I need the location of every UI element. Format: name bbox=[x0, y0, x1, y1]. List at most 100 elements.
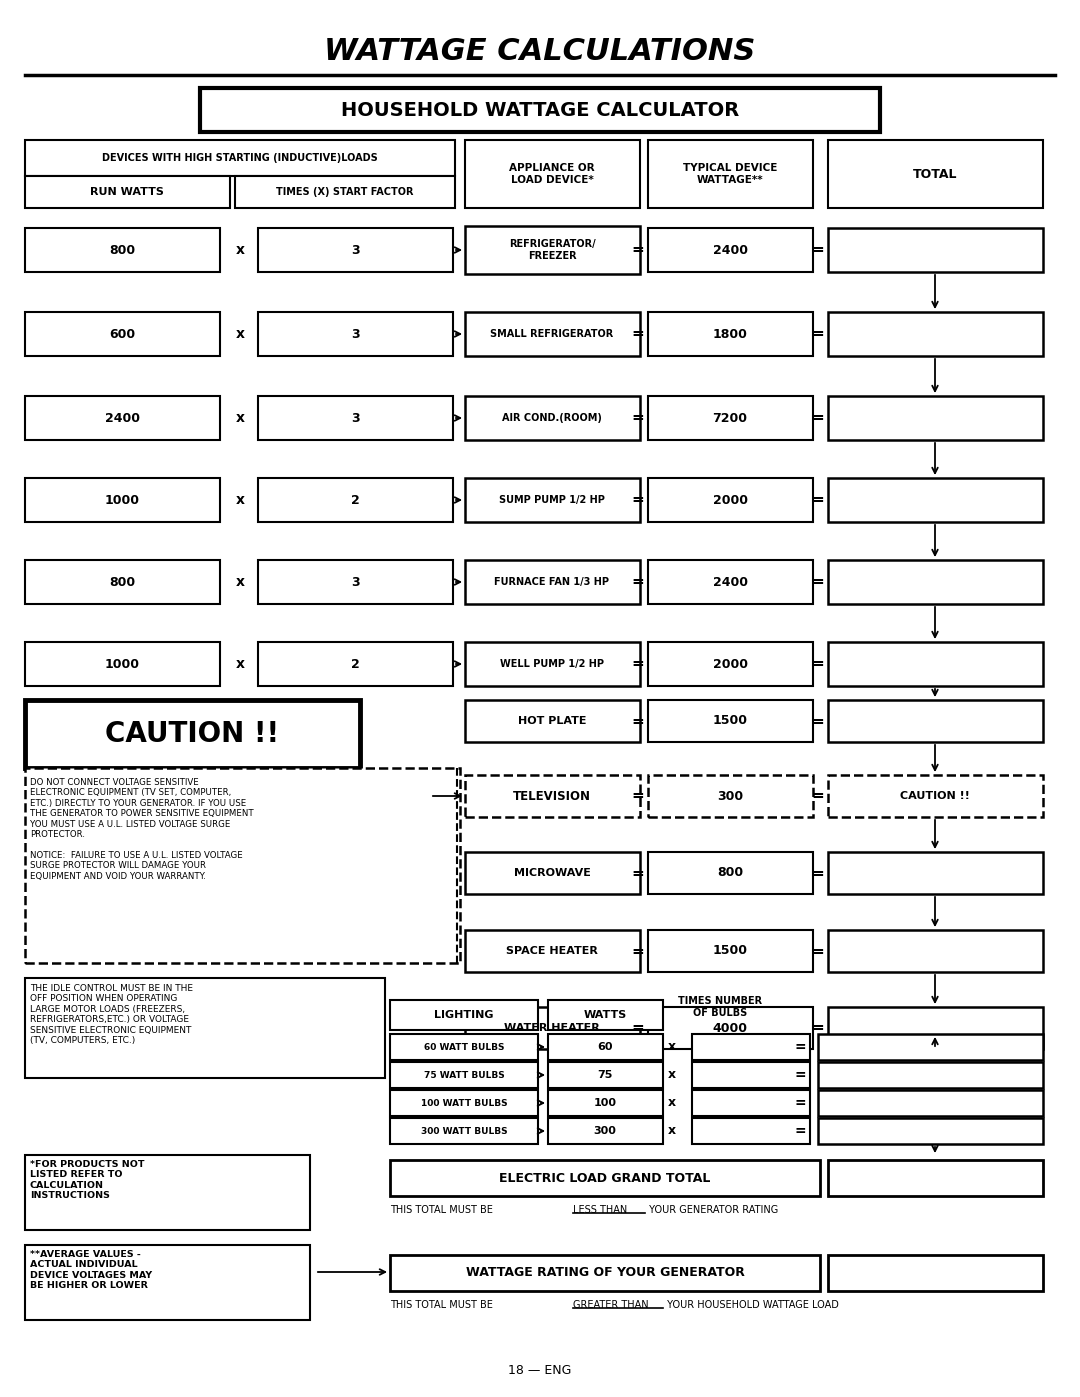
Text: 75 WATT BULBS: 75 WATT BULBS bbox=[423, 1070, 504, 1080]
FancyBboxPatch shape bbox=[258, 478, 453, 522]
Text: HOUSEHOLD WATTAGE CALCULATOR: HOUSEHOLD WATTAGE CALCULATOR bbox=[341, 101, 739, 120]
Text: 2000: 2000 bbox=[713, 658, 747, 671]
FancyBboxPatch shape bbox=[828, 775, 1043, 817]
FancyBboxPatch shape bbox=[465, 775, 640, 817]
Text: =: = bbox=[632, 943, 645, 958]
Text: TIMES (X) START FACTOR: TIMES (X) START FACTOR bbox=[276, 187, 414, 197]
Text: x: x bbox=[667, 1041, 676, 1053]
Text: 3: 3 bbox=[351, 412, 360, 425]
Text: x: x bbox=[235, 493, 244, 507]
Text: 300: 300 bbox=[717, 789, 743, 802]
FancyBboxPatch shape bbox=[828, 1160, 1043, 1196]
Text: THIS TOTAL MUST BE: THIS TOTAL MUST BE bbox=[390, 1301, 496, 1310]
Text: 3: 3 bbox=[351, 576, 360, 588]
FancyBboxPatch shape bbox=[465, 852, 640, 894]
FancyBboxPatch shape bbox=[258, 395, 453, 440]
FancyBboxPatch shape bbox=[828, 140, 1043, 208]
FancyBboxPatch shape bbox=[390, 1000, 538, 1030]
Text: 100 WATT BULBS: 100 WATT BULBS bbox=[421, 1098, 508, 1108]
FancyBboxPatch shape bbox=[692, 1034, 810, 1060]
FancyBboxPatch shape bbox=[692, 1118, 810, 1144]
FancyBboxPatch shape bbox=[390, 1160, 820, 1196]
FancyBboxPatch shape bbox=[235, 176, 455, 208]
Text: =: = bbox=[794, 1097, 806, 1111]
FancyBboxPatch shape bbox=[648, 775, 813, 817]
Text: 7200: 7200 bbox=[713, 412, 747, 425]
FancyBboxPatch shape bbox=[465, 700, 640, 742]
FancyBboxPatch shape bbox=[648, 700, 813, 742]
Text: REFRIGERATOR/
FREEZER: REFRIGERATOR/ FREEZER bbox=[509, 239, 595, 261]
FancyBboxPatch shape bbox=[25, 560, 220, 604]
FancyBboxPatch shape bbox=[390, 1090, 538, 1116]
Text: 600: 600 bbox=[109, 327, 135, 341]
Text: =: = bbox=[794, 1067, 806, 1083]
FancyBboxPatch shape bbox=[648, 395, 813, 440]
Text: x: x bbox=[235, 657, 244, 671]
Text: 3: 3 bbox=[351, 327, 360, 341]
Text: RUN WATTS: RUN WATTS bbox=[90, 187, 164, 197]
FancyBboxPatch shape bbox=[648, 930, 813, 972]
Text: CAUTION !!: CAUTION !! bbox=[900, 791, 970, 800]
FancyBboxPatch shape bbox=[465, 560, 640, 604]
FancyBboxPatch shape bbox=[465, 395, 640, 440]
Text: =: = bbox=[812, 327, 824, 341]
Text: LESS THAN: LESS THAN bbox=[573, 1206, 627, 1215]
Text: =: = bbox=[632, 788, 645, 803]
Text: TIMES NUMBER
OF BULBS: TIMES NUMBER OF BULBS bbox=[678, 996, 762, 1018]
Text: =: = bbox=[632, 1020, 645, 1035]
FancyBboxPatch shape bbox=[25, 1245, 310, 1320]
Text: YOUR HOUSEHOLD WATTAGE LOAD: YOUR HOUSEHOLD WATTAGE LOAD bbox=[664, 1301, 839, 1310]
FancyBboxPatch shape bbox=[465, 140, 640, 208]
Text: 1000: 1000 bbox=[105, 493, 139, 507]
FancyBboxPatch shape bbox=[818, 1090, 1043, 1116]
FancyBboxPatch shape bbox=[692, 1090, 810, 1116]
FancyBboxPatch shape bbox=[548, 1062, 663, 1088]
Text: 4000: 4000 bbox=[713, 1021, 747, 1035]
FancyBboxPatch shape bbox=[828, 930, 1043, 972]
FancyBboxPatch shape bbox=[25, 176, 230, 208]
Text: x: x bbox=[667, 1125, 676, 1137]
FancyBboxPatch shape bbox=[258, 228, 453, 272]
FancyBboxPatch shape bbox=[548, 1034, 663, 1060]
Text: 800: 800 bbox=[109, 243, 135, 257]
FancyBboxPatch shape bbox=[828, 1007, 1043, 1049]
FancyBboxPatch shape bbox=[828, 395, 1043, 440]
Text: WELL PUMP 1/2 HP: WELL PUMP 1/2 HP bbox=[500, 659, 604, 669]
FancyBboxPatch shape bbox=[25, 395, 220, 440]
FancyBboxPatch shape bbox=[25, 978, 384, 1078]
FancyBboxPatch shape bbox=[25, 228, 220, 272]
Text: 2400: 2400 bbox=[713, 576, 747, 588]
Text: =: = bbox=[632, 493, 645, 507]
Text: 1500: 1500 bbox=[713, 944, 747, 957]
Text: FURNACE FAN 1/3 HP: FURNACE FAN 1/3 HP bbox=[495, 577, 609, 587]
FancyBboxPatch shape bbox=[465, 1007, 640, 1049]
FancyBboxPatch shape bbox=[465, 226, 640, 274]
Text: TOTAL: TOTAL bbox=[913, 168, 957, 180]
Text: =: = bbox=[812, 657, 824, 672]
FancyBboxPatch shape bbox=[828, 312, 1043, 356]
Text: =: = bbox=[812, 943, 824, 958]
Text: AIR COND.(ROOM): AIR COND.(ROOM) bbox=[502, 414, 602, 423]
Text: LIGHTING: LIGHTING bbox=[434, 1010, 494, 1020]
Text: DEVICES WITH HIGH STARTING (INDUCTIVE)LOADS: DEVICES WITH HIGH STARTING (INDUCTIVE)LO… bbox=[103, 154, 378, 163]
Text: =: = bbox=[812, 493, 824, 507]
FancyBboxPatch shape bbox=[818, 1034, 1043, 1060]
Text: THE IDLE CONTROL MUST BE IN THE
OFF POSITION WHEN OPERATING
LARGE MOTOR LOADS (F: THE IDLE CONTROL MUST BE IN THE OFF POSI… bbox=[30, 983, 193, 1045]
Text: 2400: 2400 bbox=[713, 243, 747, 257]
FancyBboxPatch shape bbox=[828, 700, 1043, 742]
Text: 2: 2 bbox=[351, 493, 360, 507]
Text: 1500: 1500 bbox=[713, 714, 747, 728]
FancyBboxPatch shape bbox=[25, 140, 455, 176]
Text: THIS TOTAL MUST BE: THIS TOTAL MUST BE bbox=[390, 1206, 496, 1215]
FancyBboxPatch shape bbox=[828, 560, 1043, 604]
Text: =: = bbox=[632, 866, 645, 880]
Text: 18 — ENG: 18 — ENG bbox=[509, 1363, 571, 1376]
FancyBboxPatch shape bbox=[828, 852, 1043, 894]
FancyBboxPatch shape bbox=[25, 643, 220, 686]
FancyBboxPatch shape bbox=[828, 1255, 1043, 1291]
Text: SUMP PUMP 1/2 HP: SUMP PUMP 1/2 HP bbox=[499, 495, 605, 504]
FancyBboxPatch shape bbox=[818, 1062, 1043, 1088]
Text: HOT PLATE: HOT PLATE bbox=[517, 717, 586, 726]
FancyBboxPatch shape bbox=[692, 1062, 810, 1088]
Text: =: = bbox=[632, 243, 645, 257]
